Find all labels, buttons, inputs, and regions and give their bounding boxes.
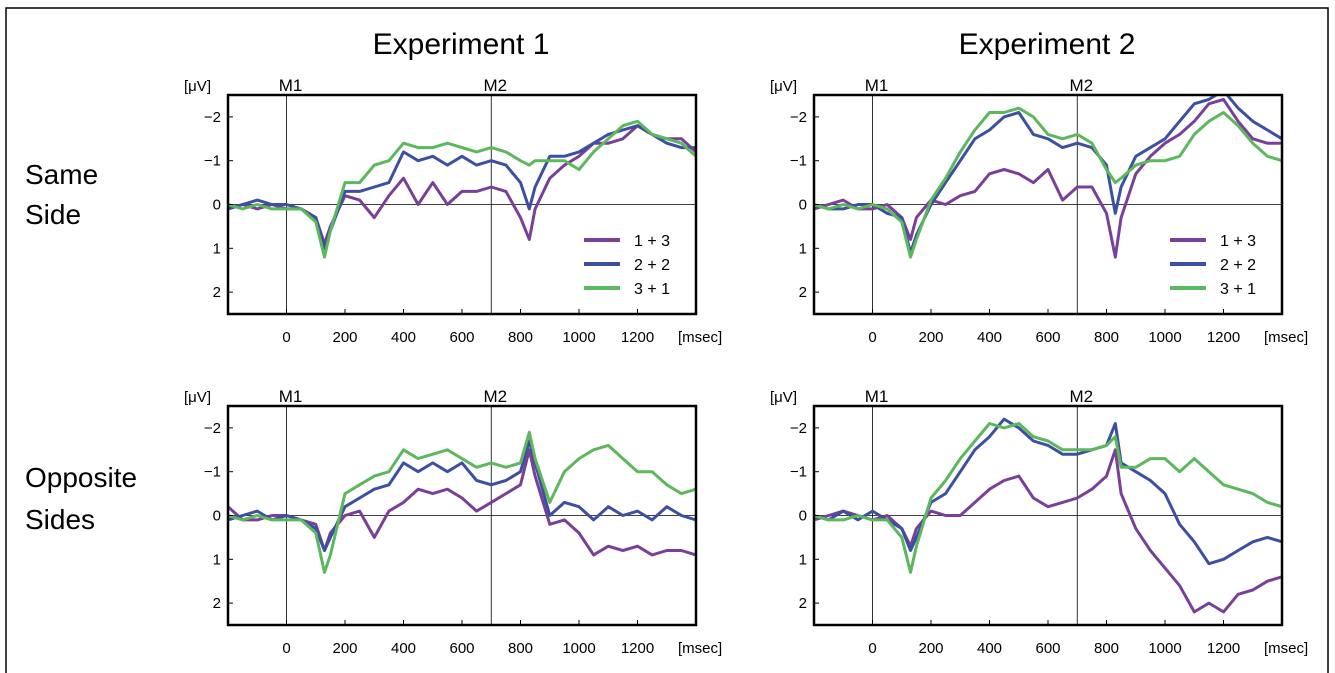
y-tick-label: 1 xyxy=(213,551,221,568)
x-tick-label: 0 xyxy=(282,640,290,657)
x-tick-label: 600 xyxy=(449,640,474,657)
y-axis-unit: [μV] xyxy=(770,389,797,406)
marker-label-m1: M1 xyxy=(279,76,303,95)
y-tick-label: 0 xyxy=(213,508,221,525)
x-tick-label: 400 xyxy=(391,640,416,657)
chart-panel-4: M1 M2 −2 −1 0 1 2 0 200 400 600 800 1000 1200 [μV] [mse… xyxy=(770,387,1308,657)
y-tick-label: 1 xyxy=(213,240,221,257)
x-tick-label: 1000 xyxy=(562,329,595,346)
x-tick-label: 400 xyxy=(977,640,1002,657)
y-axis-unit: [μV] xyxy=(184,389,211,406)
series-line-22 xyxy=(228,439,696,552)
row-label-same-side: Same Side xyxy=(25,159,98,230)
marker-label-m1: M1 xyxy=(865,76,889,95)
x-tick-label: 0 xyxy=(868,329,876,346)
x-tick-label: 200 xyxy=(918,329,943,346)
y-tick-label: 1 xyxy=(799,551,807,568)
legend: 1 + 3 2 + 2 3 + 1 xyxy=(584,233,670,298)
y-axis-unit: [μV] xyxy=(184,78,211,95)
chart-panel-2: M1 M2 −2 −1 0 1 2 0 200 400 600 800 1000 1200 [μV] [mse… xyxy=(770,76,1308,346)
y-tick-label: −1 xyxy=(204,153,221,170)
x-tick-label: 0 xyxy=(282,329,290,346)
x-tick-label: 200 xyxy=(918,640,943,657)
y-tick-label: −2 xyxy=(204,109,221,126)
y-tick-label: 0 xyxy=(799,197,807,214)
row-label-line: Sides xyxy=(25,504,95,535)
series-line-13 xyxy=(814,97,1282,259)
x-tick-label: 600 xyxy=(449,329,474,346)
series-line-22 xyxy=(814,417,1282,566)
series-line-31 xyxy=(814,106,1282,259)
x-tick-label: 0 xyxy=(868,640,876,657)
y-tick-label: −2 xyxy=(790,109,807,126)
x-axis-unit: [msec] xyxy=(1264,329,1308,346)
y-tick-label: 2 xyxy=(799,595,807,612)
x-tick-label: 1000 xyxy=(562,640,595,657)
series-line-31 xyxy=(228,119,696,259)
legend-label: 2 + 2 xyxy=(1220,257,1256,274)
x-tick-label: 200 xyxy=(332,329,357,346)
x-tick-label: 1000 xyxy=(1148,329,1181,346)
series-line-31 xyxy=(814,422,1282,574)
y-tick-label: 0 xyxy=(213,197,221,214)
marker-label-m2: M2 xyxy=(1069,76,1093,95)
marker-label-m2: M2 xyxy=(483,387,507,406)
x-tick-label: 600 xyxy=(1035,640,1060,657)
y-tick-label: 1 xyxy=(799,240,807,257)
x-tick-label: 400 xyxy=(391,329,416,346)
legend-label: 1 + 3 xyxy=(634,233,670,250)
x-axis-unit: [msec] xyxy=(678,640,722,657)
legend-label: 3 + 1 xyxy=(1220,281,1256,298)
x-tick-label: 1200 xyxy=(1207,329,1240,346)
y-tick-label: 0 xyxy=(799,508,807,525)
x-tick-label: 1000 xyxy=(1148,640,1181,657)
y-tick-label: −1 xyxy=(204,464,221,481)
x-tick-label: 800 xyxy=(1094,640,1119,657)
y-axis-unit: [μV] xyxy=(770,78,797,95)
row-label-line: Side xyxy=(25,199,81,230)
x-tick-label: 800 xyxy=(508,640,533,657)
y-tick-label: 2 xyxy=(799,284,807,301)
marker-label-m1: M1 xyxy=(865,387,889,406)
x-tick-label: 800 xyxy=(508,329,533,346)
legend: 1 + 3 2 + 2 3 + 1 xyxy=(1170,233,1256,298)
x-axis-unit: [msec] xyxy=(678,329,722,346)
row-label-line: Same xyxy=(25,159,98,190)
y-tick-label: 2 xyxy=(213,595,221,612)
x-tick-label: 200 xyxy=(332,640,357,657)
chart-panel-3: M1 M2 −2 −1 0 1 2 0 200 400 600 800 1000 1200 [μV] [mse… xyxy=(184,387,722,657)
legend-label: 2 + 2 xyxy=(634,257,670,274)
legend-label: 1 + 3 xyxy=(1220,233,1256,250)
row-label-line: Opposite xyxy=(25,462,137,493)
x-axis-unit: [msec] xyxy=(1264,640,1308,657)
x-tick-label: 1200 xyxy=(621,640,654,657)
series-line-22 xyxy=(228,124,696,250)
y-tick-label: −1 xyxy=(790,464,807,481)
y-tick-label: −2 xyxy=(204,420,221,437)
marker-label-m1: M1 xyxy=(279,387,303,406)
y-tick-label: −1 xyxy=(790,153,807,170)
chart-panel-1: M1 M2 −2 −1 0 1 2 0 200 400 600 800 1000 1200 [μV] [mse… xyxy=(184,76,722,346)
y-tick-label: −2 xyxy=(790,420,807,437)
marker-label-m2: M2 xyxy=(1069,387,1093,406)
column-title-experiment-1: Experiment 1 xyxy=(373,28,550,61)
row-label-opposite-sides: Opposite Sides xyxy=(25,462,137,535)
x-tick-label: 1200 xyxy=(621,329,654,346)
x-tick-label: 800 xyxy=(1094,329,1119,346)
x-tick-label: 1200 xyxy=(1207,640,1240,657)
series-line-13 xyxy=(228,124,696,246)
column-title-experiment-2: Experiment 2 xyxy=(959,28,1136,61)
series-line-13 xyxy=(228,448,696,557)
figure-frame xyxy=(5,7,1329,673)
x-tick-label: 600 xyxy=(1035,329,1060,346)
x-tick-label: 400 xyxy=(977,329,1002,346)
legend-label: 3 + 1 xyxy=(634,281,670,298)
y-tick-label: 2 xyxy=(213,284,221,301)
series-line-31 xyxy=(228,430,696,574)
marker-label-m2: M2 xyxy=(483,76,507,95)
